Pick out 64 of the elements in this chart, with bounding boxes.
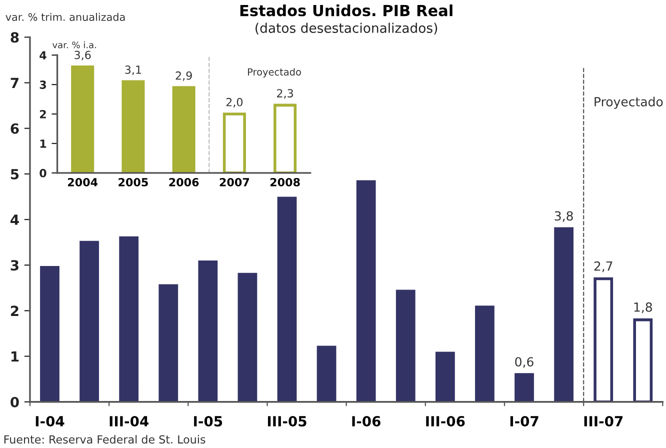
bar [316,346,336,402]
y-tick-label: 2 [10,306,18,316]
bar [514,373,534,402]
bar [119,236,139,402]
bar [274,104,297,173]
bar [435,352,455,402]
y-tick-label: 1 [40,140,46,148]
annotation: Proyectado [248,68,301,78]
y-tick-label: 6 [10,123,19,134]
chart-subtitle: (datos desestacionalizados) [256,22,438,34]
x-tick-label: III-04 [110,416,148,426]
data-label: 3,6 [74,50,91,60]
data-label: 2,9 [176,71,192,81]
source-note: Fuente: Reserva Federal de St. Louis [4,435,206,444]
data-label: 3,1 [125,66,142,76]
bar [594,277,614,402]
x-tick-label: 2004 [68,178,98,186]
bar [238,272,258,402]
chart-title: Estados Unidos. PIB Real [240,4,452,16]
x-tick-label: 2008 [270,178,300,186]
bar [198,260,218,402]
data-label: 2,3 [277,89,293,99]
y-tick-label: 8 [10,32,19,43]
bar [475,306,494,402]
y-tick-label: 0 [40,168,46,178]
x-tick-label: 2005 [118,178,148,186]
bar [40,266,60,402]
data-label: 1,8 [634,302,652,314]
bar [172,86,196,173]
bar [554,227,574,402]
bar [80,240,99,402]
y-tick-label: 4 [40,51,46,60]
y-tick-label: 4 [10,214,19,225]
bar [356,180,376,402]
y-axis-title: var. % trim. anualizada [6,12,125,21]
y-tick-label: 2 [40,110,46,118]
x-tick-label: III-05 [268,416,306,426]
y-tick-label: 3 [40,80,46,89]
x-tick-label: I-06 [352,416,380,426]
x-tick-label: III-06 [426,416,465,426]
y-axis-title: var. % i.a. [52,41,96,48]
data-label: 3,8 [554,211,573,222]
data-label: 0,6 [515,357,534,368]
bar [222,112,246,173]
data-label: 2,7 [594,261,612,272]
bar [71,65,94,173]
x-tick-label: III-07 [584,416,623,426]
bar [396,290,416,402]
annotation: Proyectado [594,96,663,109]
bar [277,196,297,402]
y-tick-label: 0 [10,396,19,408]
y-tick-label: 5 [10,169,19,180]
x-tick-label: I-05 [194,416,222,426]
x-tick-label: I-07 [510,416,538,426]
x-tick-label: 2006 [169,178,199,186]
y-tick-label: 7 [10,78,18,88]
x-tick-label: 2007 [220,178,250,186]
bar [158,284,178,402]
y-tick-label: 1 [11,351,19,362]
y-tick-label: 3 [10,260,18,271]
bar [633,318,653,402]
x-tick-label: I-04 [36,416,64,426]
bar [122,80,145,173]
data-label: 2,0 [226,98,243,108]
